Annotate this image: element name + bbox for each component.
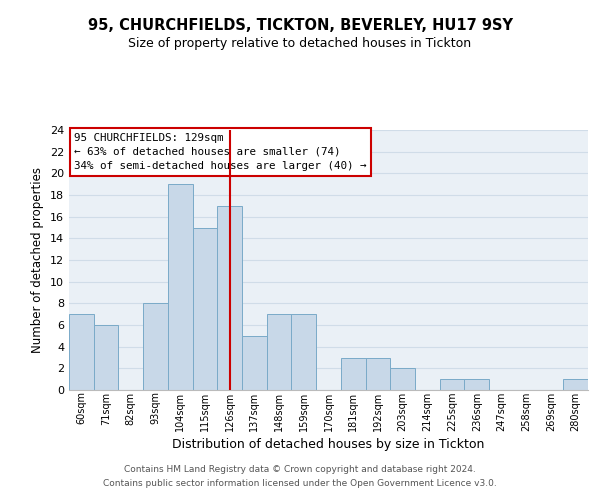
Bar xyxy=(267,314,292,390)
Bar xyxy=(440,379,464,390)
Bar xyxy=(341,358,365,390)
Text: 95 CHURCHFIELDS: 129sqm
← 63% of detached houses are smaller (74)
34% of semi-de: 95 CHURCHFIELDS: 129sqm ← 63% of detache… xyxy=(74,132,367,172)
Bar xyxy=(390,368,415,390)
Bar xyxy=(292,314,316,390)
Bar xyxy=(563,379,588,390)
Bar xyxy=(94,325,118,390)
Bar xyxy=(69,314,94,390)
Bar xyxy=(168,184,193,390)
Bar xyxy=(365,358,390,390)
Bar xyxy=(217,206,242,390)
X-axis label: Distribution of detached houses by size in Tickton: Distribution of detached houses by size … xyxy=(172,438,485,451)
Bar xyxy=(193,228,217,390)
Bar xyxy=(464,379,489,390)
Bar xyxy=(242,336,267,390)
Text: Size of property relative to detached houses in Tickton: Size of property relative to detached ho… xyxy=(128,38,472,51)
Text: 95, CHURCHFIELDS, TICKTON, BEVERLEY, HU17 9SY: 95, CHURCHFIELDS, TICKTON, BEVERLEY, HU1… xyxy=(88,18,512,32)
Bar xyxy=(143,304,168,390)
Text: Contains HM Land Registry data © Crown copyright and database right 2024.
Contai: Contains HM Land Registry data © Crown c… xyxy=(103,466,497,487)
Y-axis label: Number of detached properties: Number of detached properties xyxy=(31,167,44,353)
